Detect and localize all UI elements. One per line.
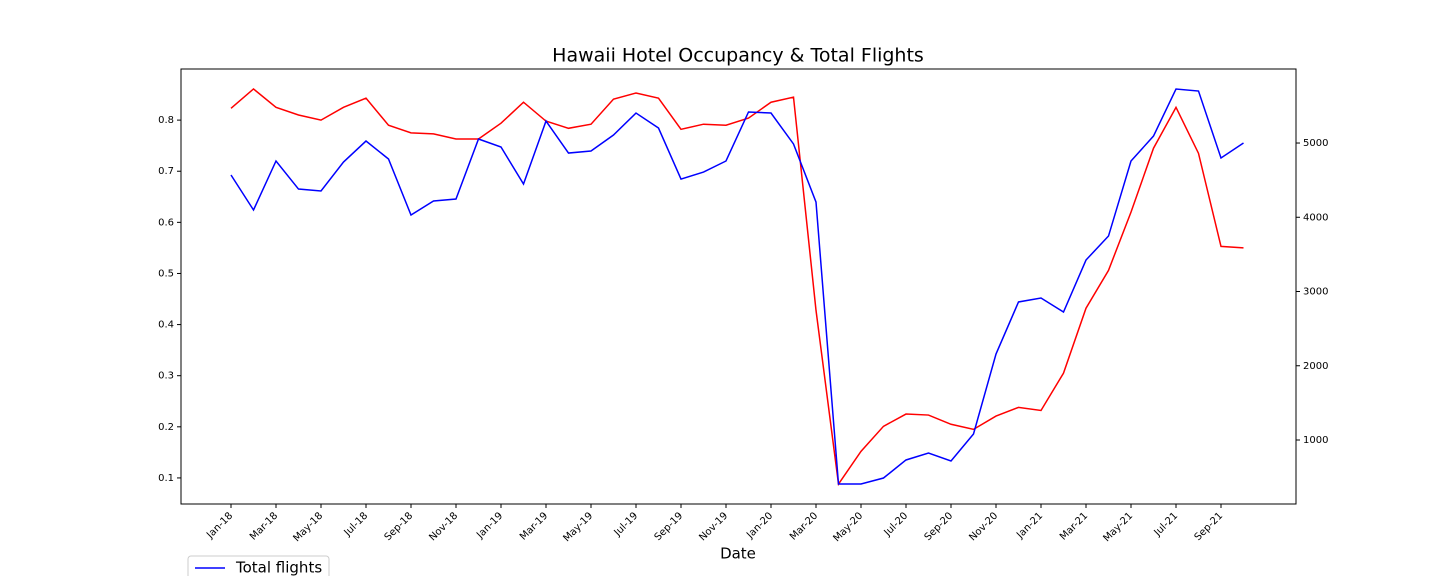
x-tick-label: May-21	[1101, 510, 1135, 544]
x-tick-label: Mar-20	[788, 510, 820, 542]
legend-label: Total flights	[235, 559, 322, 576]
y-tick-label: 0.8	[158, 115, 174, 126]
y-tick-label: 0.3	[158, 371, 174, 382]
x-tick-label: Jul-20	[882, 510, 911, 539]
y-tick-label: 0.1	[158, 473, 174, 484]
y-tick-label: 0.6	[158, 217, 174, 228]
x-tick-label: Jan-19	[474, 510, 505, 541]
x-tick-label: Jan-20	[744, 510, 775, 541]
x-tick-label: Nov-20	[967, 510, 1000, 543]
y2-tick-label: 5000	[1303, 138, 1328, 149]
x-tick-label: Sep-18	[383, 510, 416, 543]
y2-tick-label: 4000	[1303, 212, 1328, 223]
x-tick-label: Mar-18	[248, 510, 280, 542]
x-tick-label: Jan-18	[204, 510, 235, 541]
y-tick-label: 0.2	[158, 422, 174, 433]
x-tick-label: Jul-18	[342, 510, 371, 539]
x-tick-label: May-19	[561, 510, 595, 544]
y2-tick-label: 3000	[1303, 287, 1328, 298]
x-tick-label: Sep-21	[1193, 510, 1226, 543]
x-tick-label: Nov-18	[427, 510, 460, 543]
y2-tick-label: 2000	[1303, 361, 1328, 372]
y-tick-label: 0.5	[158, 268, 174, 279]
x-tick-label: Jul-19	[612, 510, 641, 539]
x-tick-label: Mar-21	[1058, 510, 1090, 542]
plot-area	[180, 68, 1297, 505]
x-tick-label: Mar-19	[518, 510, 550, 542]
x-tick-label: Nov-19	[697, 510, 730, 543]
y2-tick-label: 1000	[1303, 435, 1328, 446]
series-line	[230, 88, 1244, 485]
series-line	[230, 87, 1244, 487]
x-tick-label: Jan-21	[1014, 510, 1045, 541]
x-tick-label: May-20	[831, 510, 865, 544]
x-axis-label: Date	[720, 545, 756, 563]
x-tick-label: Jul-21	[1152, 510, 1181, 539]
chart-title: Hawaii Hotel Occupancy & Total Flights	[552, 45, 924, 67]
y-tick-label: 0.4	[158, 320, 174, 331]
x-tick-label: Sep-20	[923, 510, 956, 543]
x-tick-label: May-18	[291, 510, 325, 544]
y-tick-label: 0.7	[158, 166, 174, 177]
x-tick-label: Sep-19	[653, 510, 686, 543]
legend-box	[187, 555, 330, 576]
